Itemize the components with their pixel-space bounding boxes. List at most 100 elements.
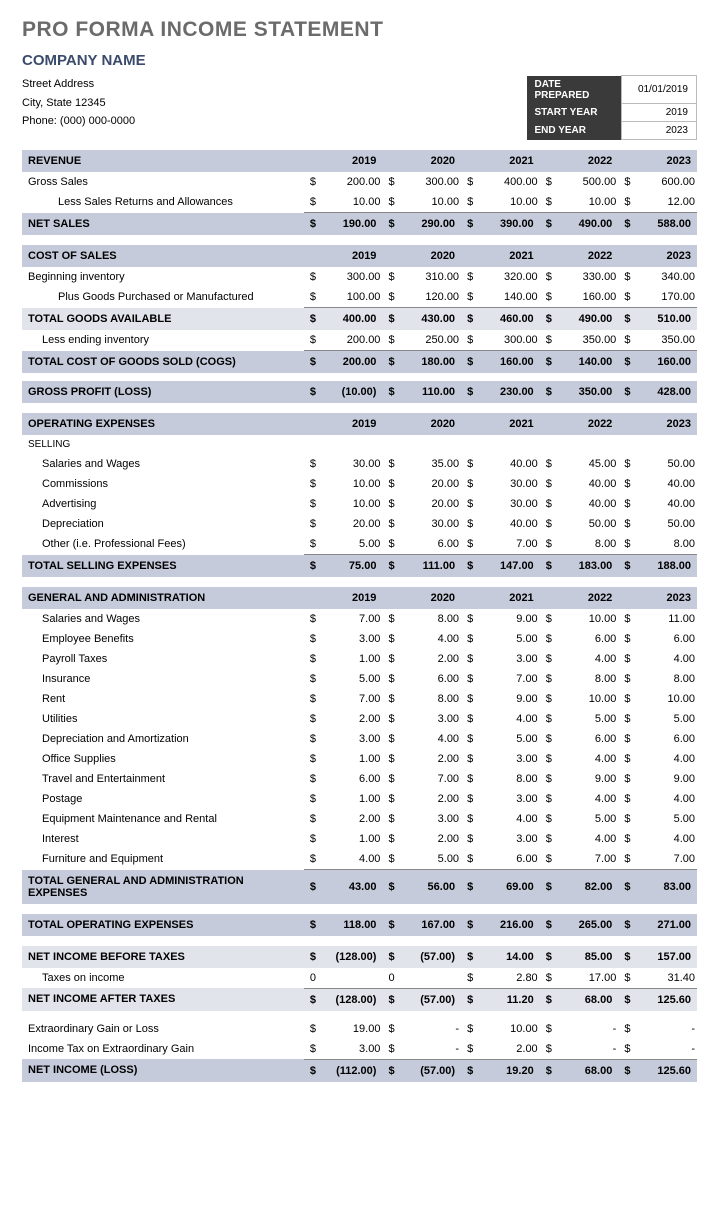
currency-symbol: 0	[382, 968, 400, 989]
amount: 290.00	[401, 213, 461, 236]
amount: 6.00	[558, 729, 618, 749]
year-header: 2021	[479, 245, 539, 267]
currency-symbol: $	[540, 308, 558, 331]
currency-symbol: $	[540, 769, 558, 789]
amount: 19.20	[479, 1059, 539, 1082]
amount: 8.00	[558, 669, 618, 689]
amount: 300.00	[401, 172, 461, 192]
currency-symbol: $	[304, 555, 322, 578]
amount: 188.00	[637, 555, 697, 578]
currency-symbol: $	[304, 629, 322, 649]
currency-symbol: $	[382, 789, 400, 809]
row-label: Gross Sales	[22, 172, 304, 192]
row-label: TOTAL GENERAL AND ADMINISTRATION EXPENSE…	[22, 870, 304, 904]
year-header: 2020	[401, 413, 461, 435]
currency-symbol: $	[461, 870, 479, 904]
amount: 19.00	[322, 1019, 382, 1039]
amount: 6.00	[558, 629, 618, 649]
section-header: GENERAL AND ADMINISTRATION	[22, 587, 304, 609]
currency-symbol: $	[304, 988, 322, 1011]
amount: 8.00	[479, 769, 539, 789]
amount: 5.00	[322, 669, 382, 689]
amount: 83.00	[637, 870, 697, 904]
currency-symbol: $	[540, 555, 558, 578]
currency-symbol: $	[618, 649, 636, 669]
currency-symbol: $	[540, 689, 558, 709]
currency-symbol: $	[304, 809, 322, 829]
amount: (57.00)	[401, 946, 461, 968]
currency-symbol: $	[540, 474, 558, 494]
row-label: Utilities	[22, 709, 304, 729]
currency-symbol: $	[461, 809, 479, 829]
section-header: REVENUE	[22, 150, 304, 172]
currency-symbol: $	[618, 769, 636, 789]
meta-label-end: END YEAR	[527, 122, 622, 140]
row-label: Salaries and Wages	[22, 609, 304, 629]
amount: 1.00	[322, 649, 382, 669]
amount: 40.00	[479, 454, 539, 474]
amount: 68.00	[558, 988, 618, 1011]
currency-symbol: $	[304, 172, 322, 192]
amount: 157.00	[637, 946, 697, 968]
amount: 45.00	[558, 454, 618, 474]
amount: 40.00	[637, 494, 697, 514]
amount: 5.00	[637, 709, 697, 729]
currency-symbol: $	[382, 534, 400, 555]
amount: 271.00	[637, 914, 697, 936]
row-label: Equipment Maintenance and Rental	[22, 809, 304, 829]
row-label: Advertising	[22, 494, 304, 514]
amount: 430.00	[401, 308, 461, 331]
amount: 110.00	[401, 381, 461, 403]
currency-symbol: $	[461, 769, 479, 789]
currency-symbol: $	[461, 351, 479, 374]
currency-symbol: $	[618, 669, 636, 689]
amount: 5.00	[479, 629, 539, 649]
currency-symbol: $	[540, 914, 558, 936]
currency-symbol: $	[618, 474, 636, 494]
currency-symbol: $	[461, 267, 479, 287]
currency-symbol: $	[540, 789, 558, 809]
amount: 7.00	[558, 849, 618, 870]
amount: 4.00	[558, 829, 618, 849]
currency-symbol: $	[540, 968, 558, 989]
amount: 588.00	[637, 213, 697, 236]
currency-symbol: $	[618, 351, 636, 374]
currency-symbol: $	[382, 1059, 400, 1082]
amount: 428.00	[637, 381, 697, 403]
amount: 4.00	[558, 749, 618, 769]
row-label: Depreciation	[22, 514, 304, 534]
currency-symbol: $	[382, 213, 400, 236]
currency-symbol: $	[461, 968, 479, 989]
currency-symbol: $	[461, 609, 479, 629]
currency-symbol: $	[461, 192, 479, 213]
amount: 43.00	[322, 870, 382, 904]
header-area: Street Address City, State 12345 Phone: …	[22, 75, 697, 140]
amount: 10.00	[322, 494, 382, 514]
amount: 3.00	[322, 629, 382, 649]
currency-symbol: $	[382, 381, 400, 403]
amount	[322, 968, 382, 989]
row-label: Beginning inventory	[22, 267, 304, 287]
currency-symbol: $	[382, 629, 400, 649]
row-label: TOTAL COST OF GOODS SOLD (COGS)	[22, 351, 304, 374]
currency-symbol: $	[382, 870, 400, 904]
year-header: 2022	[558, 150, 618, 172]
year-header: 2023	[637, 150, 697, 172]
currency-symbol: $	[461, 629, 479, 649]
currency-symbol: $	[304, 1039, 322, 1060]
amount: 2.00	[322, 809, 382, 829]
meta-label-start: START YEAR	[527, 104, 622, 122]
currency-symbol: $	[382, 514, 400, 534]
currency-symbol: $	[461, 381, 479, 403]
currency-symbol: $	[461, 213, 479, 236]
currency-symbol: $	[540, 609, 558, 629]
amount: 100.00	[322, 287, 382, 308]
amount: 40.00	[558, 494, 618, 514]
currency-symbol: $	[382, 689, 400, 709]
currency-symbol: $	[461, 172, 479, 192]
amount: -	[401, 1039, 461, 1060]
amount: 3.00	[401, 709, 461, 729]
currency-symbol: $	[461, 669, 479, 689]
currency-symbol: $	[382, 729, 400, 749]
currency-symbol: $	[461, 749, 479, 769]
